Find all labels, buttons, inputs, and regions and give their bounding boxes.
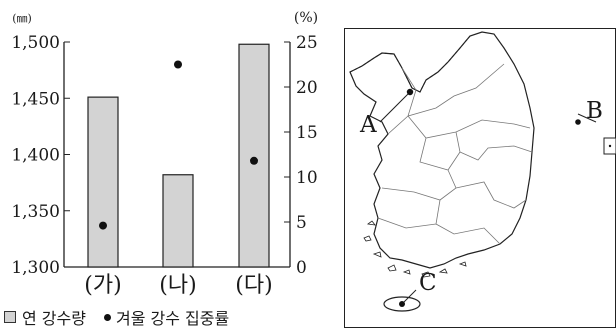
station-c: [399, 289, 417, 307]
y-left-tick-label: 1,500: [11, 33, 60, 53]
y-left-tick-label: 1,300: [11, 258, 60, 278]
map-label-a: A: [360, 112, 377, 138]
station-b: [575, 113, 616, 155]
bar: [87, 96, 119, 268]
y-right-tick-label: 10: [296, 168, 318, 188]
bar: [238, 43, 270, 268]
y-right-tick-label: 20: [296, 78, 318, 98]
map-label-c: C: [419, 270, 437, 296]
province-borders: [377, 63, 533, 245]
legend-bar-swatch: [4, 311, 16, 323]
legend-bar-label: 연 강수량: [22, 309, 86, 328]
x-tick-label: (다): [235, 273, 272, 298]
dmz-line: [349, 35, 471, 93]
coast-islands: [363, 220, 467, 278]
y-right-tick-label: 15: [296, 123, 318, 143]
x-tick-label: (가): [84, 273, 121, 298]
scatter-point: [250, 156, 258, 165]
korea-map: [344, 28, 616, 328]
y-left-tick-label: 1,400: [11, 146, 60, 166]
bar: [162, 174, 194, 268]
legend-dot-label: 겨울 강수 집중률: [115, 309, 230, 328]
scatter-point: [99, 221, 107, 230]
y-right-tick-label: 5: [296, 213, 307, 233]
y-left-tick-label: 1,450: [11, 89, 60, 109]
x-tick-label: (나): [159, 273, 196, 298]
chart: 1,300 1,350 1,400 1,450 1,500 0 5 10 15 20 25 (㎜) (%…: [11, 10, 318, 298]
legend-dot-marker: [103, 313, 111, 321]
y-right-unit: (%): [294, 10, 318, 26]
map-label-b: B: [586, 98, 603, 124]
y-right-tick-label: 0: [296, 258, 307, 278]
y-left-unit: (㎜): [12, 12, 32, 25]
chart-legend: 연 강수량 겨울 강수 집중률: [4, 305, 229, 329]
y-left-tick-label: 1,350: [11, 202, 60, 222]
scatter-point: [174, 60, 182, 69]
y-right-tick-label: 25: [296, 33, 318, 53]
station-a: [379, 88, 414, 123]
